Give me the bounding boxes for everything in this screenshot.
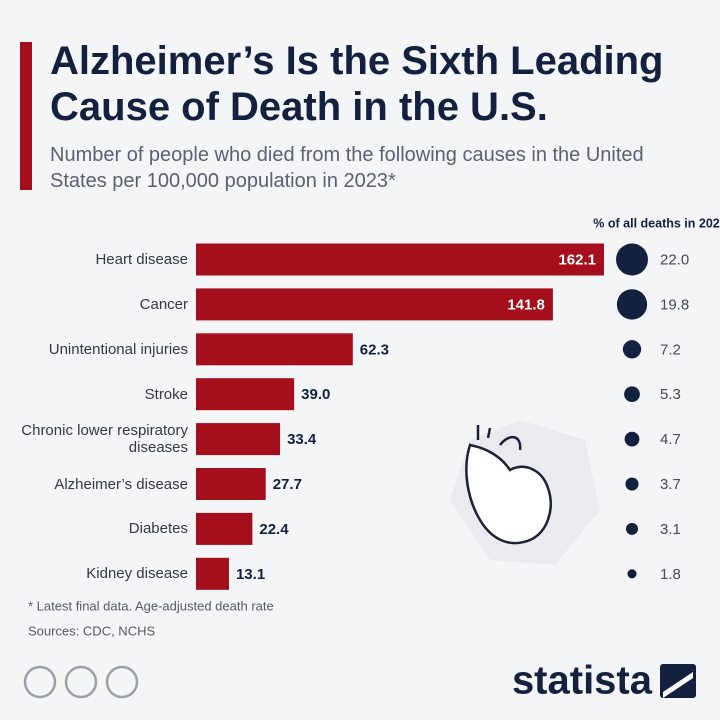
category-label: Diabetes bbox=[128, 520, 188, 538]
logo: statista bbox=[512, 659, 653, 703]
value-label: 13.1 bbox=[236, 566, 265, 583]
bubble bbox=[625, 522, 639, 535]
bubble bbox=[627, 569, 637, 579]
value-label: 141.8 bbox=[507, 296, 545, 313]
category-label: Alzheimer’s disease bbox=[54, 475, 188, 493]
category-label-box: Alzheimer’s disease bbox=[54, 475, 188, 493]
category-label: Unintentional injuries bbox=[48, 340, 188, 358]
bubble bbox=[625, 477, 639, 491]
category-label-box: Kidney disease bbox=[86, 565, 188, 583]
bubble-label: 7.2 bbox=[660, 341, 681, 358]
bar bbox=[196, 423, 281, 456]
bar bbox=[196, 333, 353, 366]
heart-icon bbox=[450, 420, 600, 565]
value-label: 33.4 bbox=[287, 431, 317, 448]
value-label: 22.4 bbox=[259, 521, 289, 538]
logo-mark bbox=[660, 664, 696, 698]
bar bbox=[196, 378, 295, 411]
value-label: 162.1 bbox=[558, 251, 596, 268]
category-label: Chronic lower respiratory diseases bbox=[21, 422, 188, 457]
bubble bbox=[624, 386, 640, 403]
category-label: Cancer bbox=[139, 295, 188, 313]
category-label-box: Chronic lower respiratory diseases bbox=[21, 422, 188, 457]
column-header: % of all deaths in 2023 bbox=[593, 216, 720, 230]
license-icons bbox=[23, 665, 139, 699]
bar bbox=[196, 243, 604, 276]
bar bbox=[196, 557, 229, 590]
bar bbox=[196, 512, 253, 545]
accent-bar bbox=[20, 42, 32, 190]
category-label-box: Stroke bbox=[144, 385, 188, 403]
chart-title: Alzheimer’s Is the Sixth Leading Cause o… bbox=[50, 39, 664, 129]
value-label: 27.7 bbox=[273, 476, 302, 493]
source: Sources: CDC, NCHS bbox=[28, 623, 155, 638]
bubble bbox=[624, 431, 640, 447]
bubble bbox=[616, 289, 648, 320]
category-label: Kidney disease bbox=[86, 565, 188, 583]
category-label-box: Heart disease bbox=[95, 251, 188, 268]
chart-subtitle: Number of people who died from the follo… bbox=[50, 144, 644, 192]
value-label: 39.0 bbox=[301, 386, 330, 403]
footnote: * Latest final data. Age-adjusted death … bbox=[28, 598, 274, 613]
category-label-box: Unintentional injuries bbox=[48, 340, 188, 358]
category-label: Heart disease bbox=[95, 251, 188, 268]
category-label-box: Diabetes bbox=[128, 520, 188, 538]
value-label: 62.3 bbox=[360, 341, 389, 358]
category-label-box: Cancer bbox=[139, 295, 188, 313]
category-label: Stroke bbox=[144, 385, 188, 403]
bubble bbox=[616, 243, 648, 276]
bubble-label: 5.3 bbox=[660, 386, 681, 403]
bubble-label: 3.7 bbox=[660, 476, 681, 493]
bubble-label: 4.7 bbox=[660, 431, 681, 448]
bubble-label: 22.0 bbox=[660, 251, 689, 268]
bar bbox=[196, 288, 553, 321]
bubble bbox=[622, 340, 642, 359]
bubble-label: 1.8 bbox=[660, 566, 681, 583]
bubble-label: 19.8 bbox=[660, 296, 689, 313]
bar bbox=[196, 468, 266, 500]
bubble-label: 3.1 bbox=[660, 521, 681, 538]
